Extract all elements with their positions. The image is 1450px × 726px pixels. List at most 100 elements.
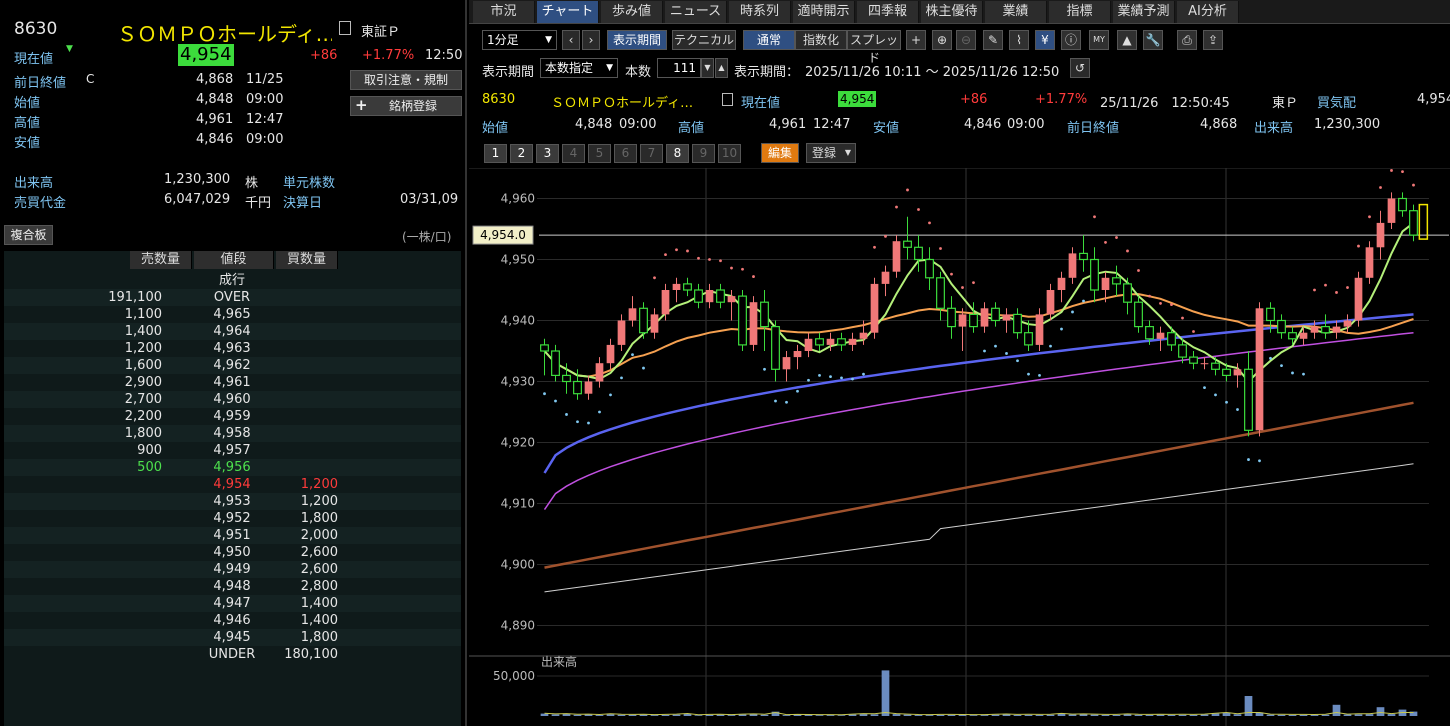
- undo-icon[interactable]: ↺: [1070, 58, 1090, 78]
- volume-bar: [1156, 714, 1165, 716]
- order-book-row[interactable]: 4,948 2,800: [4, 578, 461, 595]
- order-book-row[interactable]: 1,100 4,965: [4, 306, 461, 323]
- order-book-row[interactable]: 1,400 4,964: [4, 323, 461, 340]
- order-book-row[interactable]: 4,950 2,600: [4, 544, 461, 561]
- chart-page-3-button[interactable]: 3: [536, 144, 559, 163]
- zoom-out-icon[interactable]: ⊖: [956, 30, 976, 50]
- order-book-row[interactable]: 2,900 4,961: [4, 374, 461, 391]
- chart-page-2-button[interactable]: 2: [510, 144, 533, 163]
- candle-body: [804, 338, 813, 351]
- chart-page-1-button[interactable]: 1: [484, 144, 507, 163]
- tab-6[interactable]: 適時開示: [793, 1, 855, 23]
- chart-page-8-button[interactable]: 8: [666, 144, 689, 163]
- next-arrow-button[interactable]: ›: [582, 30, 600, 50]
- edit-button[interactable]: 編集: [761, 143, 799, 163]
- trade-notice-button[interactable]: 取引注意・規制: [350, 70, 462, 90]
- area-chart-icon[interactable]: ▲: [1117, 30, 1137, 50]
- order-book-row[interactable]: 2,200 4,959: [4, 408, 461, 425]
- tab-4[interactable]: ニュース: [665, 1, 727, 23]
- tab-7[interactable]: 四季報: [857, 1, 919, 23]
- order-book-row[interactable]: 4,951 2,000: [4, 527, 461, 544]
- current-price: 4,954: [178, 44, 234, 66]
- tab-9[interactable]: 業績: [985, 1, 1047, 23]
- chart-page-5-button[interactable]: 5: [588, 144, 611, 163]
- tab-8[interactable]: 株主優待: [921, 1, 983, 23]
- volume-bar: [628, 714, 637, 716]
- chart-page-6-button[interactable]: 6: [614, 144, 637, 163]
- interval-select[interactable]: 1分足 ▼: [482, 30, 557, 50]
- price-chart[interactable]: 4,890 4,900 4,910 4,920 4,930 4,940 4,950 4,960…: [469, 168, 1450, 726]
- volume-bar: [1299, 714, 1308, 716]
- order-book-row[interactable]: 4,953 1,200: [4, 493, 461, 510]
- document-icon[interactable]: [339, 21, 351, 35]
- order-book-row[interactable]: 500 4,956: [4, 459, 461, 476]
- crosshair-icon[interactable]: +: [906, 30, 926, 50]
- tab-10[interactable]: 指標: [1049, 1, 1111, 23]
- chart-page-9-button[interactable]: 9: [692, 144, 715, 163]
- zoom-in-icon[interactable]: ⊕: [932, 30, 952, 50]
- volume-bar: [606, 714, 615, 716]
- tab-11[interactable]: 業績予測: [1113, 1, 1175, 23]
- tab-5[interactable]: 時系列: [729, 1, 791, 23]
- buy-qty-cell: 1,400: [300, 613, 338, 628]
- sar-dot: [1357, 244, 1360, 248]
- order-book-row[interactable]: 4,946 1,400: [4, 612, 461, 629]
- composite-board-button[interactable]: 複合板: [4, 225, 53, 245]
- tab-2[interactable]: チャート: [537, 1, 599, 23]
- prev-arrow-button[interactable]: ‹: [562, 30, 580, 50]
- tab-1[interactable]: 市況: [473, 1, 535, 23]
- candle-body: [1376, 222, 1385, 248]
- candle-body: [1233, 369, 1242, 376]
- volume-bar: [1167, 714, 1176, 716]
- sell-qty-cell: 900: [137, 443, 162, 458]
- spread-mode-button[interactable]: スプレッド: [847, 30, 901, 65]
- count-down-icon[interactable]: ▼: [701, 58, 714, 78]
- print-icon[interactable]: ⎙: [1177, 30, 1197, 50]
- index-mode-button[interactable]: 指数化: [795, 30, 847, 50]
- volume-bar: [1145, 714, 1154, 716]
- order-book-row[interactable]: 191,100 OVER: [4, 289, 461, 306]
- sar-dot: [1104, 241, 1107, 244]
- order-book-row[interactable]: 4,954 1,200: [4, 476, 461, 493]
- sar-dot: [686, 249, 689, 253]
- register-stock-button[interactable]: + 銘柄登録: [350, 96, 462, 116]
- yen-icon[interactable]: ¥: [1035, 30, 1055, 50]
- candle-body: [914, 246, 923, 261]
- display-period-button[interactable]: 表示期間: [607, 30, 667, 50]
- info-icon[interactable]: ⓘ: [1061, 30, 1081, 50]
- volume-bar: [914, 715, 923, 716]
- sar-dot: [939, 247, 942, 250]
- candle-body: [1244, 368, 1253, 431]
- chart-page-10-button[interactable]: 10: [718, 144, 741, 163]
- period-mode-value: 本数指定: [545, 61, 594, 75]
- sell-qty-cell: 2,700: [124, 392, 162, 407]
- trend-draw-icon[interactable]: ⌇: [1009, 30, 1029, 50]
- order-book-row[interactable]: 4,952 1,800: [4, 510, 461, 527]
- register-chart-button[interactable]: 登録 ▼: [806, 143, 856, 163]
- normal-mode-button[interactable]: 通常: [743, 30, 795, 50]
- order-book-row[interactable]: 1,600 4,962: [4, 357, 461, 374]
- order-book-row[interactable]: 4,947 1,400: [4, 595, 461, 612]
- count-input[interactable]: 111: [657, 58, 701, 78]
- chart-page-7-button[interactable]: 7: [640, 144, 663, 163]
- document-icon[interactable]: [722, 93, 733, 106]
- order-book-row[interactable]: 4,949 2,600: [4, 561, 461, 578]
- order-book-row[interactable]: 2,700 4,960: [4, 391, 461, 408]
- export-icon[interactable]: ⇪: [1203, 30, 1223, 50]
- order-book-row[interactable]: 900 4,957: [4, 442, 461, 459]
- pencil-icon[interactable]: ✎: [983, 30, 1003, 50]
- tab-12[interactable]: AI分析: [1177, 1, 1239, 23]
- tab-3[interactable]: 歩み値: [601, 1, 663, 23]
- order-book-row[interactable]: 1,200 4,963: [4, 340, 461, 357]
- current-price-tag-text: 4,954.0: [480, 228, 526, 242]
- order-book-row[interactable]: 1,800 4,958: [4, 425, 461, 442]
- wrench-icon[interactable]: 🔧: [1143, 30, 1163, 50]
- order-book-row[interactable]: UNDER 180,100: [4, 646, 461, 663]
- volume-bar: [947, 714, 956, 716]
- chart-page-4-button[interactable]: 4: [562, 144, 585, 163]
- order-book-row[interactable]: 4,945 1,800: [4, 629, 461, 646]
- my-chart-icon[interactable]: MY: [1089, 30, 1109, 50]
- period-mode-select[interactable]: 本数指定 ▼: [540, 58, 618, 78]
- count-up-icon[interactable]: ▲: [715, 58, 728, 78]
- technical-button[interactable]: テクニカル: [672, 30, 736, 50]
